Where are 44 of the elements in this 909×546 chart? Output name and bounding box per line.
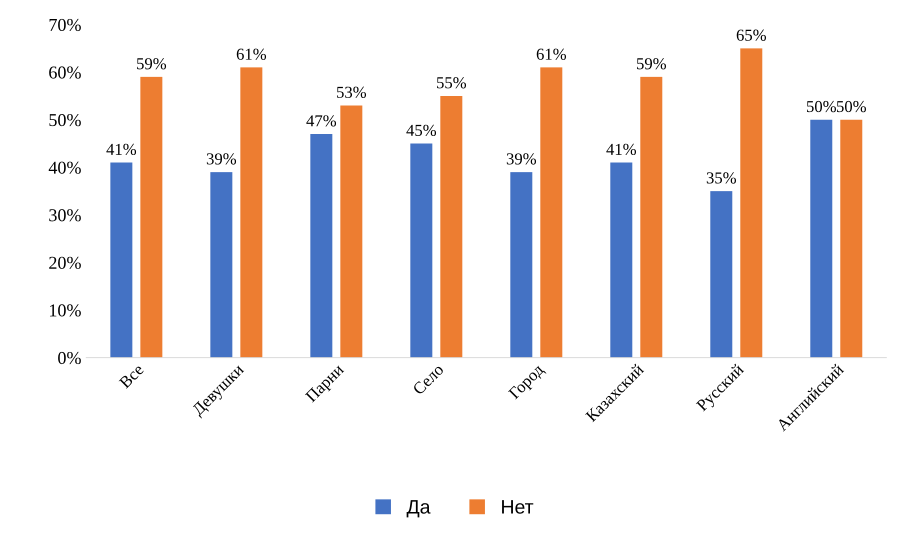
x-tick-label: Село [412,363,444,396]
bar [540,67,562,358]
data-label: 39% [506,153,536,165]
y-tick-label: 20% [49,256,81,269]
data-label: 35% [706,172,736,184]
bar [110,162,132,358]
bar [610,162,632,358]
legend-label: Нет [502,500,534,514]
y-tick-label: 30% [49,209,81,222]
bar [140,76,162,358]
bar [840,120,862,358]
bar [340,105,362,358]
data-label: 61% [236,48,266,60]
x-tick-label: Все [118,363,144,389]
y-tick-label: 40% [48,162,81,174]
bar [640,76,662,358]
data-label: 47% [306,115,336,127]
data-label: 39% [206,153,236,165]
data-label: 59% [636,58,666,70]
y-tick-label: 10% [50,304,81,317]
data-label: 41% [606,144,636,156]
data-label: 45% [406,124,436,136]
bar [810,120,832,358]
data-label: 53% [337,86,366,98]
y-tick-label: 60% [49,66,81,79]
data-label: 61% [536,48,566,60]
bar [510,172,532,358]
data-label: 50% [836,100,866,112]
bar [440,96,462,358]
y-tick-label: 70% [50,18,81,32]
data-label: 55% [437,77,466,88]
bar [240,67,262,358]
data-label: 41% [106,144,136,156]
y-tick-label: 50% [49,114,81,126]
bar [310,134,332,358]
y-tick-label: 0% [58,352,81,364]
bar [210,172,232,358]
data-label: 59% [137,58,166,70]
bar [710,191,732,358]
bar [410,144,432,358]
data-label: 50% [806,100,836,112]
data-label: 65% [736,30,766,41]
bar [740,48,762,358]
legend-label: Да [406,500,430,518]
